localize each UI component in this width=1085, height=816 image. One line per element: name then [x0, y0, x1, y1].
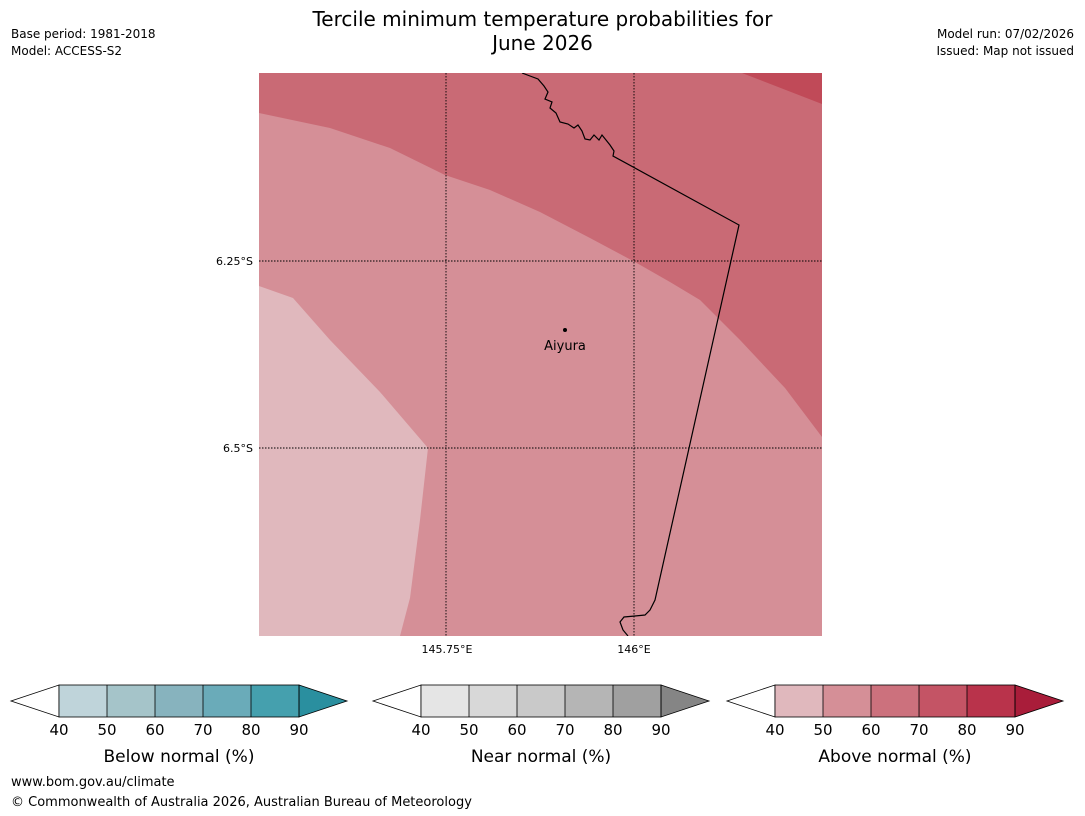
legend-below-tick-40: 40: [49, 721, 68, 739]
title-line-1: Tercile minimum temperature probabilitie…: [312, 7, 773, 31]
legend-near-swatch-50-60: [469, 685, 517, 717]
legend-above-tick-60: 60: [861, 721, 880, 739]
legend-below-swatch-80-90: [251, 685, 299, 717]
legend-below-swatch-50-60: [107, 685, 155, 717]
model-name: Model: ACCESS-S2: [11, 44, 123, 58]
legend-near-tick-40: 40: [411, 721, 430, 739]
legend-below-swatch-70-80: [203, 685, 251, 717]
legend-near-swatch-60-70: [517, 685, 565, 717]
legend-near-swatch-80-90: [613, 685, 661, 717]
map-labels: 6.25°S 6.5°S 145.75°E 146°E: [216, 255, 651, 656]
legend-above-swatch-70-80: [919, 685, 967, 717]
title-line-2: June 2026: [492, 31, 593, 55]
legend-above-tick-40: 40: [765, 721, 784, 739]
legend-near-label: Near normal (%): [471, 747, 611, 767]
legend-above-tick-70: 70: [909, 721, 928, 739]
legend-near-tick-80: 80: [603, 721, 622, 739]
legend-below-tick-60: 60: [145, 721, 164, 739]
band-70-80: [742, 73, 822, 104]
legend-above-label: Above normal (%): [818, 747, 971, 767]
legend-below-label: Below normal (%): [104, 747, 255, 767]
legend-below-normal: 40 50 60 70 80 90 Below normal (%): [9, 684, 349, 767]
legend-near-swatch-70-80: [565, 685, 613, 717]
place-marker: [563, 328, 567, 332]
legend-above-tick-80: 80: [957, 721, 976, 739]
lon-label-145-75: 145.75°E: [422, 643, 473, 656]
legend-below-tick-80: 80: [241, 721, 260, 739]
legend-below-tick-90: 90: [289, 721, 308, 739]
legend-near-normal: 40 50 60 70 80 90 Near normal (%): [371, 684, 711, 767]
legend-below-tick-70: 70: [193, 721, 212, 739]
legend-above-tick-50: 50: [813, 721, 832, 739]
place-label: Aiyura: [544, 339, 586, 354]
legend-above-swatch-40-50: [775, 685, 823, 717]
legend-above-swatch-50-60: [823, 685, 871, 717]
border-line: [521, 73, 740, 636]
legend-above-arrow-low: [725, 684, 776, 718]
lat-label-6-25: 6.25°S: [216, 255, 253, 268]
base-period: Base period: 1981-2018: [11, 27, 156, 41]
legend-below-arrow-low: [9, 684, 60, 718]
legend-near-arrow-high: [660, 684, 711, 718]
lon-label-146: 146°E: [617, 643, 650, 656]
band-40-50: [259, 286, 428, 636]
legend-below-tick-50: 50: [97, 721, 116, 739]
legend-above-normal: 40 50 60 70 80 90 Above normal (%): [725, 684, 1065, 767]
footer-copyright: © Commonwealth of Australia 2026, Austra…: [11, 795, 472, 810]
legend-near-swatch-40-50: [421, 685, 469, 717]
legend-above-tick-90: 90: [1005, 721, 1024, 739]
legend-near-arrow-low: [371, 684, 422, 718]
map-title: Tercile minimum temperature probabilitie…: [0, 7, 1085, 55]
legend-below-swatch-60-70: [155, 685, 203, 717]
model-run: Model run: 07/02/2026: [936, 27, 1074, 41]
issued-status: Issued: Map not issued: [936, 44, 1074, 58]
lat-label-6-5: 6.5°S: [223, 442, 253, 455]
legend-near-tick-90: 90: [651, 721, 670, 739]
legend-below-swatch-40-50: [59, 685, 107, 717]
legend-near-tick-50: 50: [459, 721, 478, 739]
legend-near-tick-70: 70: [555, 721, 574, 739]
legend-below-arrow-high: [298, 684, 349, 718]
legend-above-arrow-high: [1014, 684, 1065, 718]
meta-right: Model run: 07/02/2026 Issued: Map not is…: [936, 26, 1074, 60]
legend-near-tick-60: 60: [507, 721, 526, 739]
legend-above-swatch-60-70: [871, 685, 919, 717]
legend-above-swatch-80-90: [967, 685, 1015, 717]
map-area: [259, 73, 822, 636]
footer-url[interactable]: www.bom.gov.au/climate: [11, 775, 175, 790]
meta-left: Base period: 1981-2018 Model: ACCESS-S2: [11, 26, 156, 60]
